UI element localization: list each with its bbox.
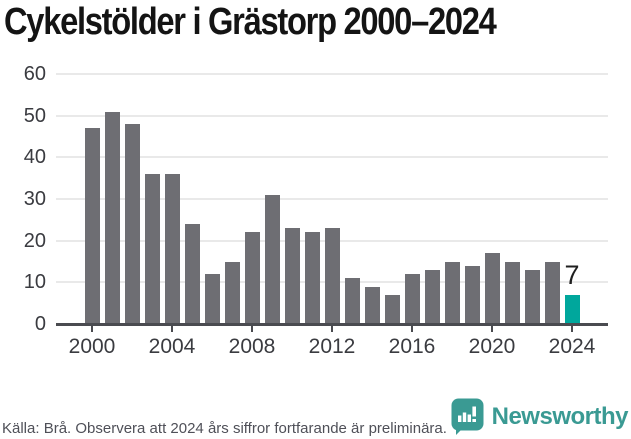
chart-title: Cykelstölder i Grästorp 2000–2024 bbox=[4, 1, 497, 43]
x-axis-label-2020: 2020 bbox=[468, 335, 516, 358]
bar-2023 bbox=[544, 261, 560, 324]
x-axis-tick-2020 bbox=[491, 326, 493, 332]
bar-value-label: 7 bbox=[564, 259, 580, 290]
bar-2022 bbox=[524, 269, 540, 324]
bar-2013 bbox=[344, 278, 360, 324]
x-axis-label-2012: 2012 bbox=[308, 335, 356, 358]
bar-2004 bbox=[164, 174, 180, 324]
bar-2000 bbox=[84, 128, 100, 324]
y-axis-label-40: 40 bbox=[23, 146, 46, 169]
x-axis-line bbox=[56, 323, 608, 326]
x-axis-label-2000: 2000 bbox=[68, 335, 116, 358]
bar-2005 bbox=[184, 224, 200, 324]
bar-2010 bbox=[284, 228, 300, 324]
bar-2018 bbox=[444, 261, 460, 324]
bar-2024 bbox=[564, 294, 580, 324]
bar-2017 bbox=[424, 269, 440, 324]
bar-2007 bbox=[224, 261, 240, 324]
x-axis-tick-2016 bbox=[411, 326, 413, 332]
x-axis-label-2016: 2016 bbox=[388, 335, 436, 358]
gridline-40 bbox=[56, 156, 608, 159]
bar-2001 bbox=[104, 111, 120, 324]
newsworthy-wordmark: Newsworthy bbox=[491, 402, 629, 430]
y-axis-label-20: 20 bbox=[23, 229, 46, 252]
gridline-30 bbox=[56, 198, 608, 200]
y-axis-label-50: 50 bbox=[23, 104, 46, 127]
bar-2002 bbox=[124, 124, 140, 324]
bar-2008 bbox=[244, 232, 260, 324]
chart-footer: Källa: Brå. Observera att 2024 års siffr… bbox=[0, 395, 631, 439]
source-note: Källa: Brå. Observera att 2024 års siffr… bbox=[2, 420, 447, 437]
bar-2003 bbox=[144, 174, 160, 324]
x-axis-tick-2000 bbox=[91, 326, 93, 332]
y-axis-label-10: 10 bbox=[23, 271, 46, 294]
bar-2009 bbox=[264, 194, 280, 324]
x-axis-tick-2008 bbox=[251, 326, 253, 332]
x-axis-label-2024: 2024 bbox=[548, 335, 596, 358]
x-axis-tick-2012 bbox=[331, 326, 333, 332]
x-axis-tick-2004 bbox=[171, 326, 173, 332]
bar-2014 bbox=[364, 286, 380, 324]
bar-2020 bbox=[484, 253, 500, 324]
bar-2019 bbox=[464, 265, 480, 324]
y-axis-label-0: 0 bbox=[34, 313, 46, 335]
y-axis-label-30: 30 bbox=[23, 188, 46, 210]
bar-2021 bbox=[504, 261, 520, 324]
bar-2012 bbox=[324, 228, 340, 324]
bar-2016 bbox=[404, 274, 420, 324]
newsworthy-speech-bubble-bars-icon bbox=[451, 398, 484, 435]
bar-2015 bbox=[384, 294, 400, 324]
gridline-50 bbox=[56, 114, 608, 117]
x-axis-label-2004: 2004 bbox=[148, 335, 196, 358]
bar-2011 bbox=[304, 232, 320, 324]
newsworthy-logo-link[interactable]: Newsworthy bbox=[451, 398, 629, 435]
x-axis-tick-2024 bbox=[571, 326, 573, 332]
gridline-60 bbox=[56, 73, 608, 75]
bar-2006 bbox=[204, 274, 220, 324]
x-axis-label-2008: 2008 bbox=[228, 335, 276, 358]
y-axis-label-60: 60 bbox=[23, 63, 46, 85]
